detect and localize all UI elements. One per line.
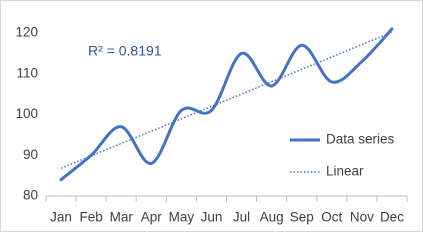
x-tick-label: Dec — [380, 210, 404, 225]
x-tick-label: May — [169, 210, 195, 225]
legend-label: Data series — [326, 132, 395, 147]
r-squared-annotation: R² = 0.8191 — [88, 43, 162, 59]
y-tick-label: 110 — [16, 65, 38, 80]
x-tick-label: Nov — [350, 210, 374, 225]
chart-border — [0, 0, 423, 232]
x-tick-label: Feb — [79, 210, 102, 225]
x-tick-label: Jun — [201, 210, 223, 225]
chart: R² = 0.8191 80 90 100 110 120 Jan Feb Mar Apr May… — [0, 0, 423, 232]
x-tick-label: Jul — [233, 210, 250, 225]
data-line — [59, 27, 394, 182]
x-tick-label: Oct — [321, 210, 342, 225]
x-tick-label: Jan — [50, 210, 72, 225]
x-tick-label: Mar — [110, 210, 134, 225]
y-tick-label: 120 — [15, 25, 38, 40]
y-tick-label: 80 — [23, 188, 38, 203]
x-tick-label: Aug — [260, 210, 284, 225]
legend-label: Linear — [326, 164, 364, 179]
x-tick-label: Sep — [290, 210, 314, 225]
y-tick-label: 100 — [15, 106, 38, 121]
x-tick-label: Apr — [141, 210, 163, 225]
y-tick-label: 90 — [23, 147, 38, 162]
trendline — [60, 31, 393, 169]
